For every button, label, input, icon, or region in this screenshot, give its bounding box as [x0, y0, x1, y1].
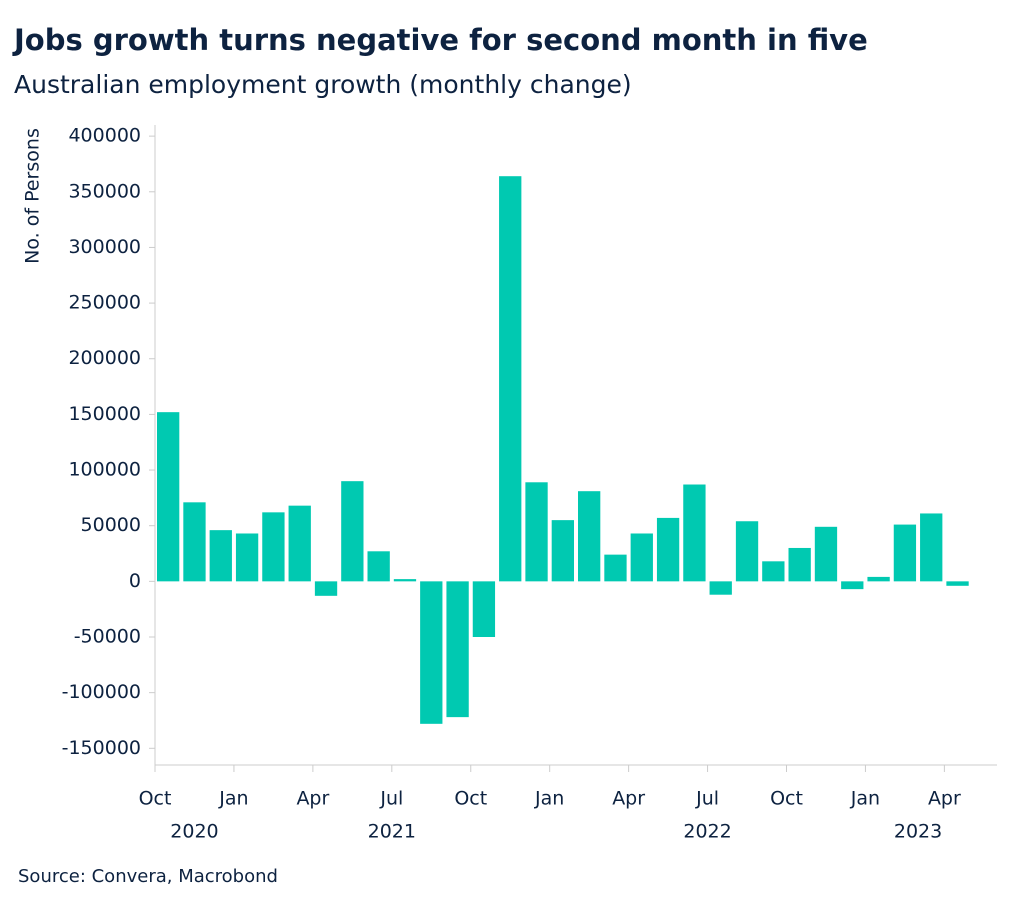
bar — [604, 554, 627, 582]
bar — [183, 502, 206, 582]
chart-subtitle: Australian employment growth (monthly ch… — [14, 70, 632, 99]
bar — [578, 491, 601, 582]
bar — [288, 505, 311, 582]
y-tick-label: -50000 — [74, 626, 141, 648]
y-tick-label: 400000 — [68, 125, 141, 147]
y-tick-label: -150000 — [62, 737, 141, 759]
bar — [762, 561, 785, 582]
bar — [683, 484, 706, 582]
year-label: 2023 — [894, 821, 942, 843]
year-label: 2022 — [683, 821, 731, 843]
bar — [446, 581, 469, 718]
x-tick-label: Apr — [612, 788, 645, 810]
bar — [209, 530, 232, 582]
bar — [735, 521, 759, 582]
y-tick-label: 350000 — [68, 180, 141, 202]
bar — [788, 547, 811, 582]
bar — [499, 176, 522, 582]
x-tick-label: Apr — [928, 788, 961, 810]
bar — [367, 551, 390, 582]
bar — [656, 517, 680, 582]
y-axis-label: No. of Persons — [22, 128, 44, 264]
x-tick-label: Jul — [695, 788, 719, 810]
x-tick-label: Jan — [534, 788, 564, 810]
x-tick-label: Oct — [139, 788, 172, 810]
bar — [814, 526, 838, 582]
bar — [551, 520, 574, 582]
y-tick-label: 300000 — [68, 236, 141, 258]
x-tick-label: Oct — [454, 788, 487, 810]
bar — [157, 412, 180, 582]
bar — [393, 579, 417, 582]
y-tick-label: 50000 — [81, 514, 141, 536]
x-tick-label: Jul — [379, 788, 403, 810]
y-tick-label: 150000 — [68, 403, 141, 425]
x-tick-label: Oct — [770, 788, 803, 810]
bar — [525, 482, 548, 582]
bar — [235, 533, 259, 582]
year-label: 2020 — [170, 821, 218, 843]
bar — [946, 581, 969, 586]
x-tick-label: Jan — [850, 788, 880, 810]
bar — [709, 581, 732, 595]
bar — [630, 533, 653, 582]
bar — [867, 576, 890, 582]
y-tick-label: -100000 — [62, 681, 141, 703]
bar — [841, 581, 864, 590]
bar — [262, 512, 285, 582]
year-label: 2021 — [368, 821, 416, 843]
y-tick-label: 250000 — [68, 292, 141, 314]
bar — [341, 481, 364, 582]
bar — [314, 581, 338, 596]
bar — [420, 581, 443, 724]
bar — [920, 513, 943, 582]
chart-title: Jobs growth turns negative for second mo… — [12, 23, 868, 57]
y-tick-label: 0 — [129, 570, 141, 592]
bar — [472, 581, 496, 637]
y-tick-label: 200000 — [68, 347, 141, 369]
x-tick-label: Apr — [296, 788, 329, 810]
bar — [893, 524, 917, 582]
source-note: Source: Convera, Macrobond — [18, 866, 278, 887]
y-tick-label: 100000 — [68, 459, 141, 481]
x-tick-label: Jan — [218, 788, 248, 810]
